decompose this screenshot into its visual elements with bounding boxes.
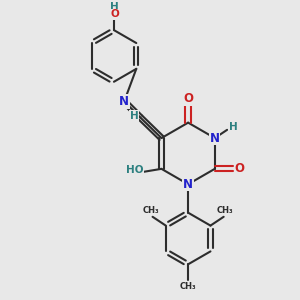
- Text: N: N: [119, 95, 129, 108]
- Text: O: O: [234, 162, 244, 175]
- Text: CH₃: CH₃: [143, 206, 159, 215]
- Text: CH₃: CH₃: [217, 206, 233, 215]
- Text: O: O: [111, 9, 119, 19]
- Text: N: N: [210, 132, 220, 145]
- Text: N: N: [183, 178, 193, 191]
- Text: H: H: [229, 122, 237, 132]
- Text: HO: HO: [126, 165, 144, 175]
- Text: H: H: [130, 111, 138, 121]
- Text: O: O: [183, 92, 193, 105]
- Text: H: H: [110, 2, 118, 12]
- Text: CH₃: CH₃: [180, 282, 196, 291]
